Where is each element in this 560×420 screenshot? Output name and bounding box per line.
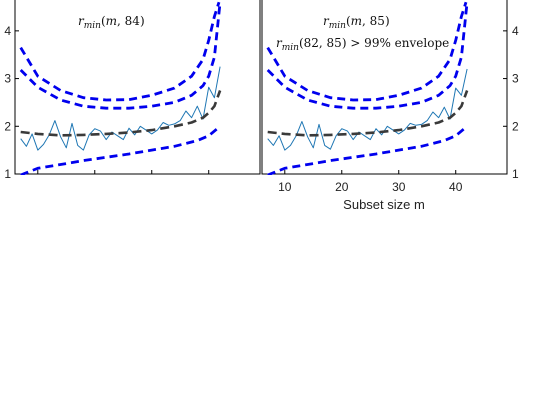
- left-series-envelope-3: [19, 2, 222, 110]
- right-xtick-label-1: 20: [335, 180, 349, 194]
- left-series-envelope-2: [20, 125, 222, 175]
- right-series-envelope-2: [267, 125, 469, 175]
- left-ticks-group: 1 2 3 4: [4, 24, 210, 181]
- panel-left-frame: [14, 0, 261, 175]
- right-series-observed-0: [267, 68, 468, 151]
- right-annotation-envelope: rmin(82, 85) > 99% envelope: [276, 36, 449, 53]
- right-series-group: [266, 1, 469, 175]
- panel-left: 1 2 3 4 rmin(m, 84): [4, 0, 261, 181]
- right-ytick-label-1: 2: [512, 119, 519, 133]
- left-annotation-rmin-84: rmin(m, 84): [78, 14, 145, 31]
- right-series-median-1: [267, 90, 469, 137]
- right-x-axis-title: Subset size m: [343, 197, 425, 212]
- panel-right: 1 2 3 4 10 20 30 40 rmin(m, 85) rmin(82, 85) > …: [261, 0, 519, 212]
- right-annotation-rmin-85: rmin(m, 85): [323, 14, 390, 31]
- right-ytick-label-3: 4: [512, 24, 519, 38]
- right-ytick-label-0: 1: [512, 167, 519, 181]
- right-xtick-label-3: 40: [449, 180, 463, 194]
- right-xtick-label-0: 10: [278, 180, 292, 194]
- right-xtick-label-2: 30: [392, 180, 406, 194]
- left-ytick-label-3: 4: [4, 24, 11, 38]
- left-ytick-label-0: 1: [4, 167, 11, 181]
- right-series-envelope-4: [266, 1, 468, 102]
- panel-right-frame: [261, 0, 508, 175]
- left-series-group: [19, 1, 222, 175]
- left-series-observed-0: [20, 66, 221, 151]
- right-series-envelope-3: [266, 2, 469, 110]
- left-ytick-label-1: 2: [4, 119, 11, 133]
- right-ytick-label-2: 3: [512, 72, 519, 86]
- left-series-envelope-4: [19, 1, 221, 102]
- left-ytick-label-2: 3: [4, 72, 11, 86]
- right-ticks-group: 1 2 3 4 10 20 30 40: [278, 24, 519, 194]
- left-series-median-1: [20, 90, 222, 137]
